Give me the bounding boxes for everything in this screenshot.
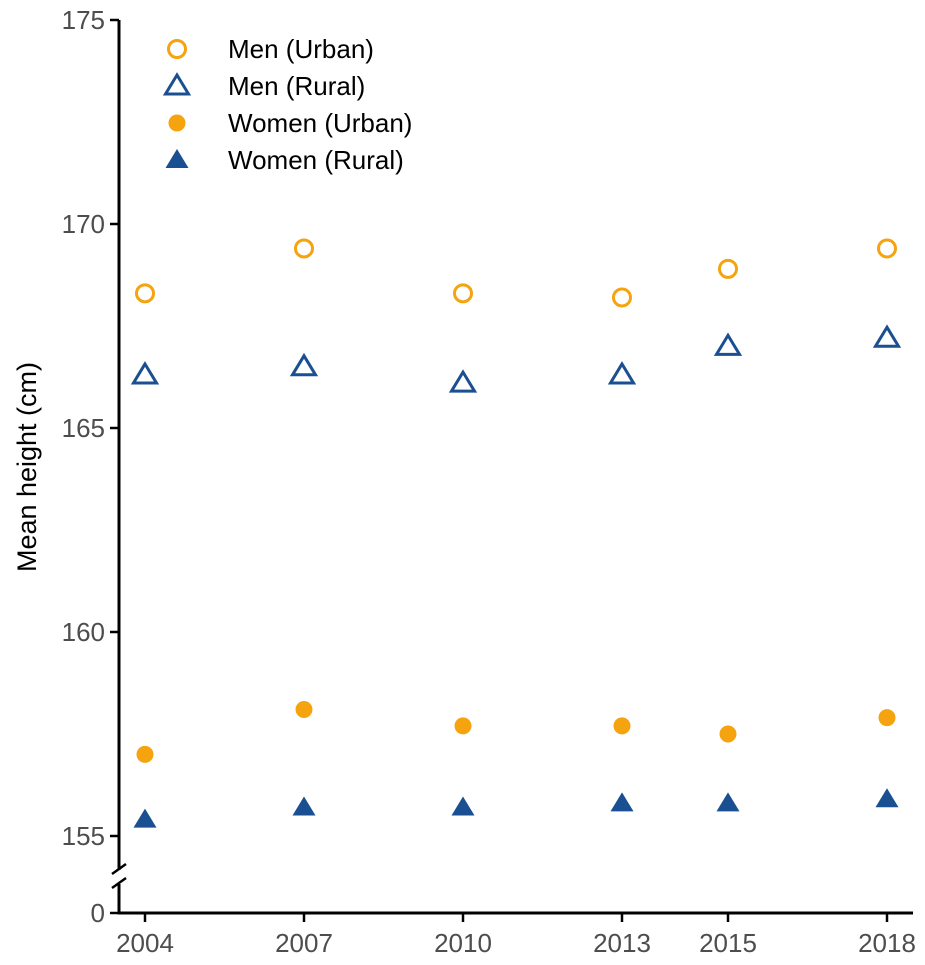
women-rural-point [133,808,157,828]
x-tick-label: 2007 [275,928,333,958]
legend-label: Men (Urban) [228,34,374,64]
y-tick-label: 170 [62,209,105,239]
men-rural-point [872,324,902,348]
data-points [130,238,902,828]
women-urban-point [613,717,631,735]
legend-item-men-urban: Men (Urban) [167,34,374,64]
x-tick-label: 2015 [699,928,757,958]
y-axis-break-mark [111,862,127,876]
men-urban-point [718,258,738,279]
men-urban-point [453,283,473,304]
y-axis-break-mark [111,876,127,890]
men-rural-point [713,332,743,356]
axes: 0 155 160 165 170 175 2004 2007 2010 2013 2015 2018 [62,5,916,958]
legend-label: Women (Urban) [228,108,412,138]
women-rural-point [610,792,634,812]
men-urban-point [877,238,897,259]
men-rural-point [289,352,319,377]
y-tick-label: 165 [62,413,105,443]
x-tick-label: 2010 [434,928,492,958]
women-urban-point [878,709,896,727]
legend-marker [165,149,189,168]
men-rural-point [130,361,160,385]
legend-marker [167,39,187,59]
y-tick-label: 160 [62,617,105,647]
women-urban-point [719,725,737,743]
y-axis-title: Mean height (cm) [12,362,42,572]
legend-label: Women (Rural) [228,145,404,175]
women-rural-point [292,796,316,816]
women-rural-point [451,796,475,816]
x-tick-label: 2004 [116,928,174,958]
women-rural-point [716,792,740,812]
women-urban-point [136,745,154,763]
legend-label: Men (Rural) [228,71,365,101]
legend: Men (Urban) Men (Rural) Women (Urban) Women… [162,34,412,175]
y-tick-label: 155 [62,821,105,851]
x-tick-label: 2013 [593,928,651,958]
women-urban-point [454,717,472,735]
legend-marker [168,114,186,132]
women-rural-point [875,788,899,808]
women-urban-point [295,701,313,719]
x-tick-label: 2018 [858,928,916,958]
men-urban-point [612,287,632,308]
y-tick-label: 175 [62,5,105,35]
legend-item-women-urban: Women (Urban) [168,108,412,138]
y-tick-label: 0 [91,898,105,928]
legend-item-men-rural: Men (Rural) [162,71,365,101]
legend-item-women-rural: Women (Rural) [165,145,404,175]
legend-marker [162,72,192,96]
men-urban-point [294,238,314,259]
men-rural-point [448,369,478,393]
men-rural-point [607,361,637,385]
men-urban-point [135,283,155,304]
